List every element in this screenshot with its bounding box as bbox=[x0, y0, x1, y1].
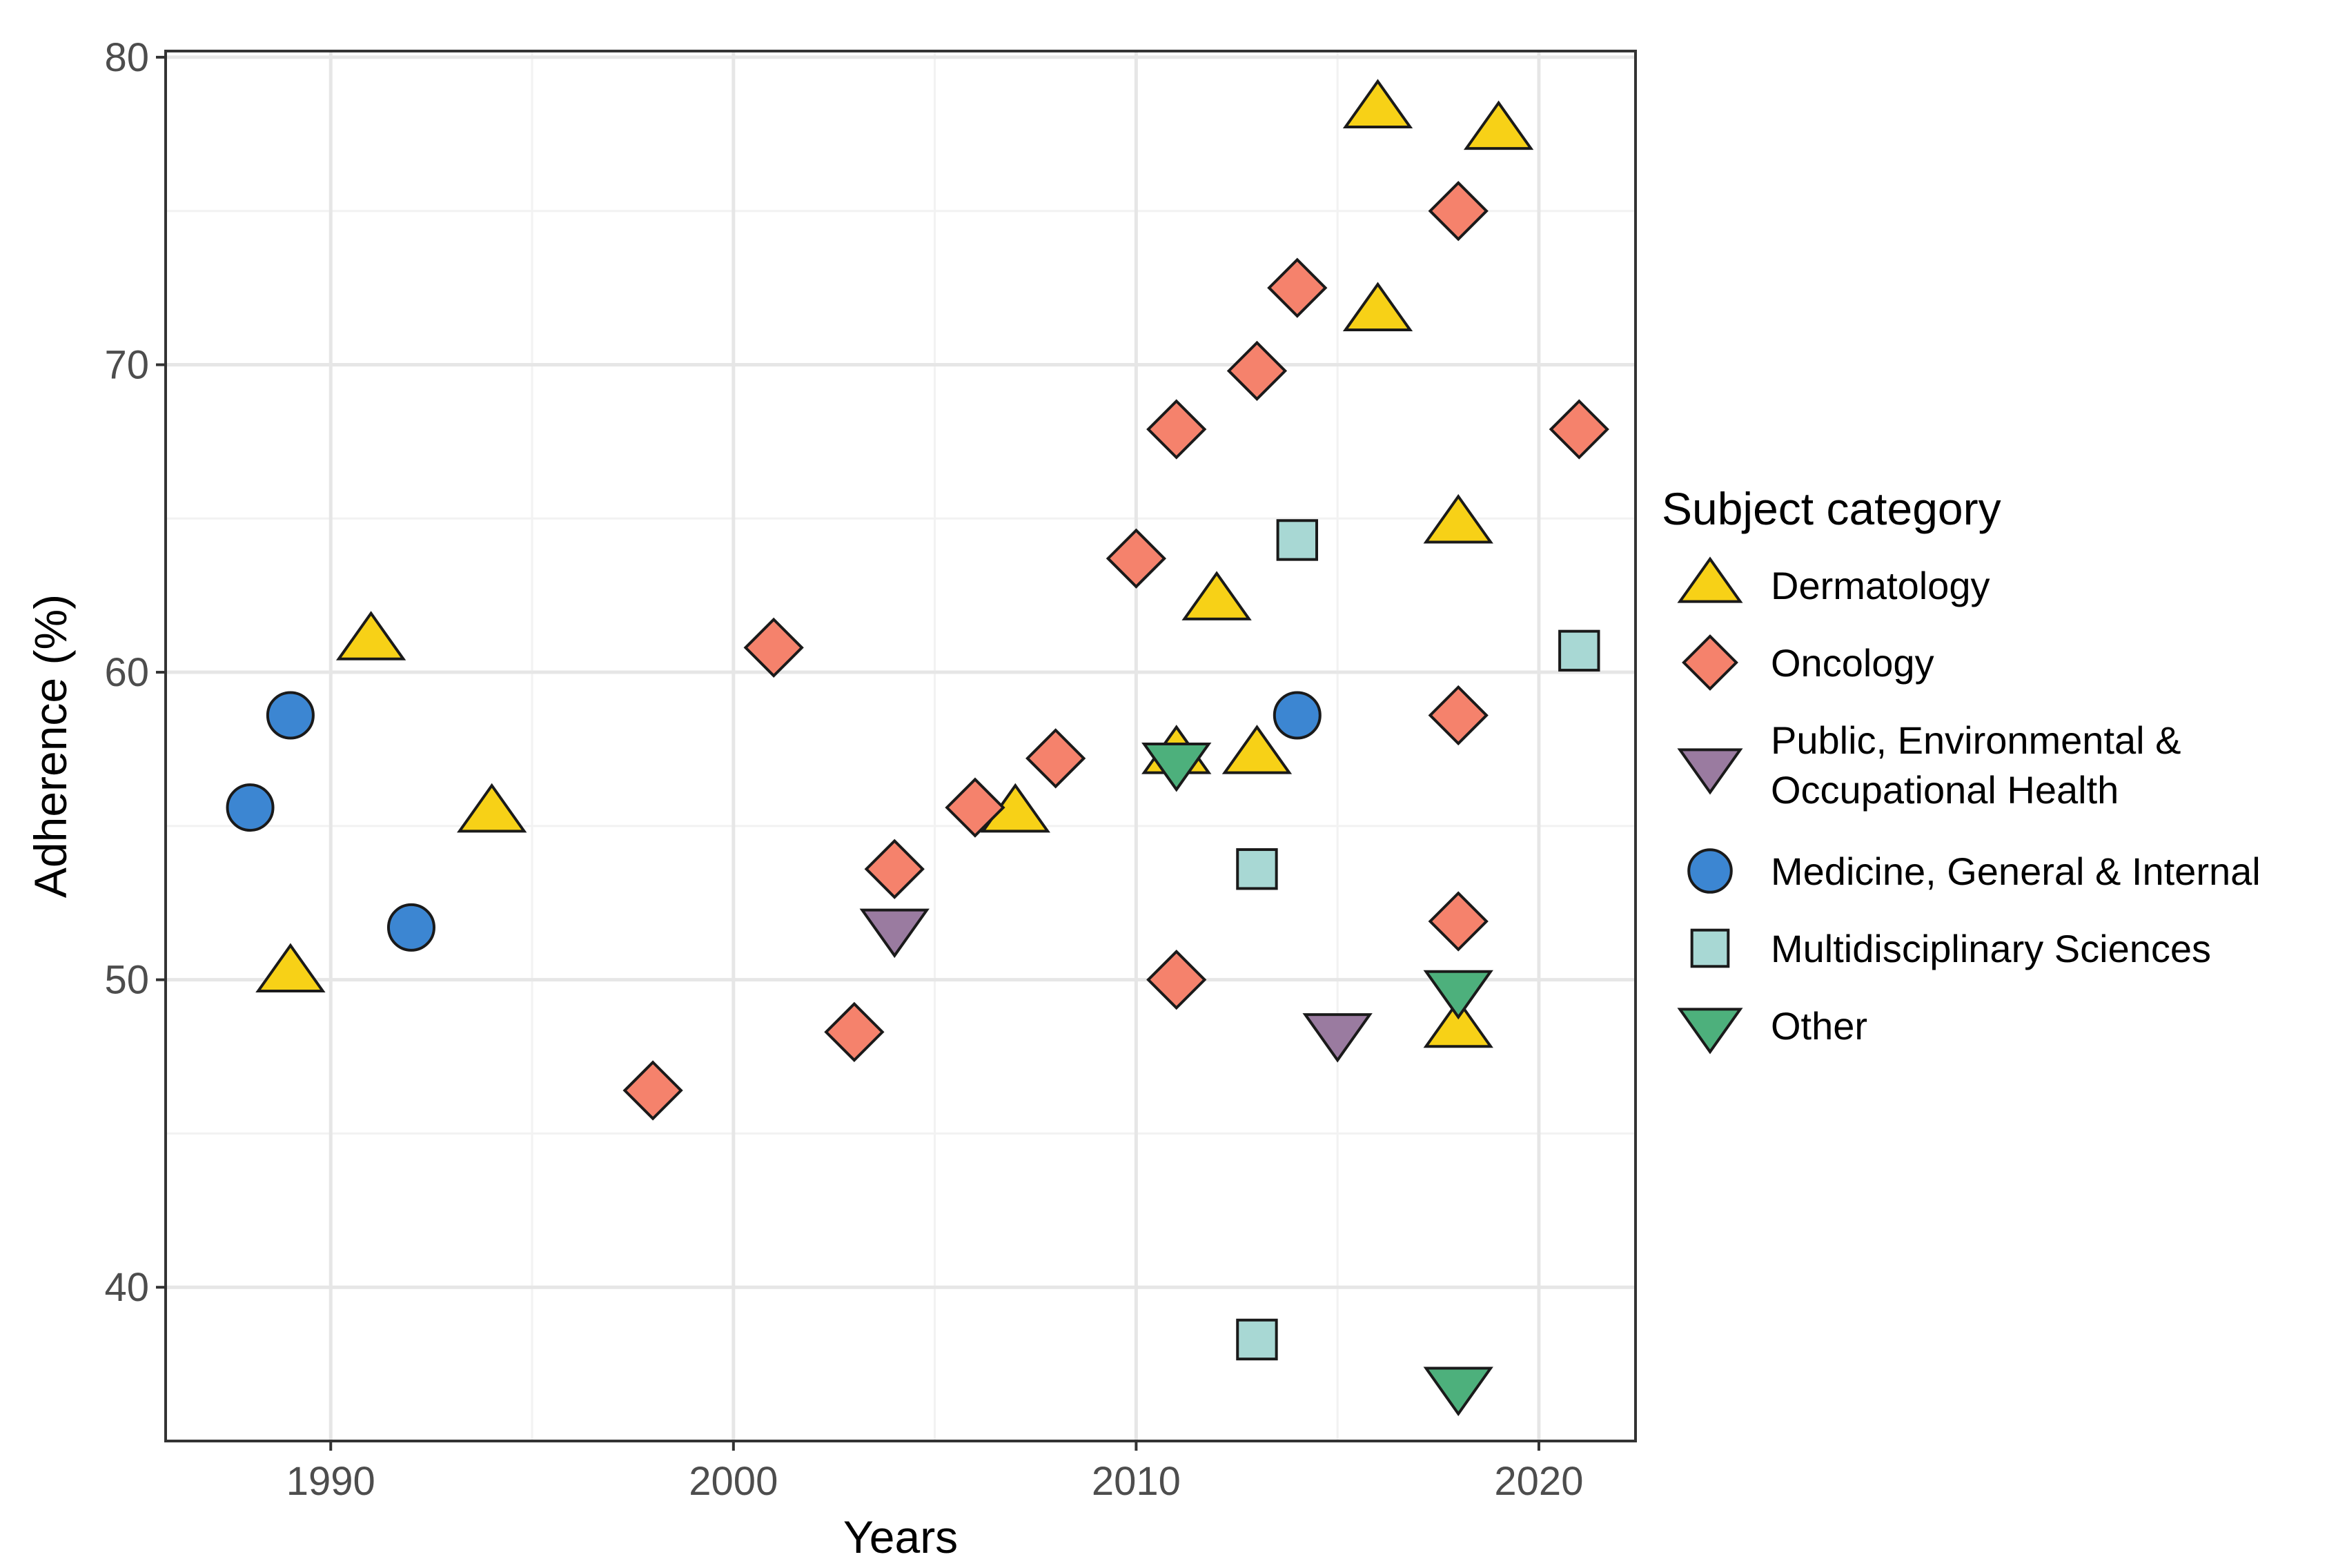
other-point bbox=[1141, 742, 1212, 792]
other-point bbox=[1423, 1366, 1493, 1417]
oncology-point bbox=[1106, 528, 1167, 589]
legend-title: Subject category bbox=[1662, 483, 2001, 534]
oncology-point bbox=[622, 1060, 683, 1121]
data-points bbox=[226, 79, 1609, 1417]
x-tick-label: 2000 bbox=[689, 1459, 778, 1504]
multidisciplinary-sciences-legend-key bbox=[1690, 928, 1730, 968]
public-environmental-occupational-health-legend-label: Public, Environmental & bbox=[1771, 718, 2181, 762]
oncology-point bbox=[1226, 340, 1288, 402]
oncology-point bbox=[1146, 399, 1207, 460]
oncology-point bbox=[824, 1001, 885, 1063]
multidisciplinary-sciences-point bbox=[1558, 629, 1600, 672]
y-tick-label: 60 bbox=[104, 650, 149, 695]
dermatology-point bbox=[1221, 725, 1293, 774]
dermatology-point bbox=[1342, 79, 1413, 128]
oncology-point bbox=[1428, 181, 1489, 242]
x-tick-label: 2020 bbox=[1494, 1459, 1583, 1504]
y-axis-title: Adherence (%) bbox=[25, 594, 76, 898]
dermatology-point bbox=[335, 611, 406, 660]
oncology-point bbox=[864, 839, 925, 899]
dermatology-point bbox=[1423, 998, 1493, 1048]
plot-panel-border bbox=[164, 50, 1637, 1442]
dermatology-legend-label: Dermatology bbox=[1771, 564, 1990, 607]
y-tick-label: 40 bbox=[104, 1265, 149, 1310]
public-environmental-occupational-health-legend-key bbox=[1677, 748, 1743, 795]
multidisciplinary-sciences-point bbox=[1236, 848, 1278, 890]
x-tick-label: 2010 bbox=[1092, 1459, 1181, 1504]
dermatology-legend-key bbox=[1677, 556, 1743, 603]
oncology-legend-key bbox=[1682, 634, 1738, 691]
oncology-point bbox=[743, 617, 804, 678]
oncology-point bbox=[1267, 257, 1328, 318]
oncology-point bbox=[945, 777, 1005, 838]
multidisciplinary-sciences-legend-label: Multidisciplinary Sciences bbox=[1771, 927, 2211, 970]
medicine-general-internal-point bbox=[386, 903, 435, 952]
public-environmental-occupational-health-legend-label: Occupational Health bbox=[1771, 768, 2119, 812]
y-tick-label: 70 bbox=[104, 342, 149, 387]
other-legend-key bbox=[1677, 1008, 1743, 1055]
oncology-legend-label: Oncology bbox=[1771, 641, 1934, 685]
dermatology-point bbox=[1463, 100, 1534, 150]
grid bbox=[166, 51, 1636, 1442]
oncology-point bbox=[1428, 891, 1489, 952]
x-tick-label: 1990 bbox=[286, 1459, 375, 1504]
legend: Subject category Dermatology Oncology Publ… bbox=[1662, 483, 2261, 1055]
y-tick-label: 50 bbox=[104, 958, 149, 1003]
medicine-general-internal-point bbox=[226, 783, 275, 832]
other-legend-label: Other bbox=[1771, 1004, 1867, 1048]
oncology-point bbox=[1549, 399, 1609, 460]
multidisciplinary-sciences-point bbox=[1276, 519, 1319, 561]
public-environmental-occupational-health-point bbox=[1302, 1013, 1373, 1063]
dermatology-point bbox=[1342, 282, 1413, 332]
other-point bbox=[1423, 970, 1493, 1020]
multidisciplinary-sciences-point bbox=[1236, 1318, 1278, 1361]
public-environmental-occupational-health-point bbox=[859, 908, 930, 959]
dermatology-point bbox=[457, 783, 527, 833]
dermatology-point bbox=[1423, 493, 1493, 544]
oncology-point bbox=[1025, 728, 1086, 789]
medicine-general-internal-point bbox=[266, 691, 315, 740]
medicine-general-internal-legend-key bbox=[1687, 848, 1733, 894]
axes: 1990 2000 2010 2020 40 50 60 70 80 bbox=[104, 35, 1583, 1504]
y-tick-label: 80 bbox=[104, 35, 149, 80]
medicine-general-internal-legend-label: Medicine, General & Internal bbox=[1771, 850, 2261, 893]
oncology-point bbox=[1146, 950, 1207, 1010]
dermatology-point bbox=[1181, 571, 1252, 620]
oncology-point bbox=[1428, 685, 1489, 746]
legend-items: Dermatology Oncology Public, Environmental… bbox=[1677, 556, 2261, 1055]
medicine-general-internal-point bbox=[1273, 691, 1322, 740]
dermatology-point bbox=[255, 943, 326, 993]
x-axis-title: Years bbox=[843, 1511, 958, 1562]
